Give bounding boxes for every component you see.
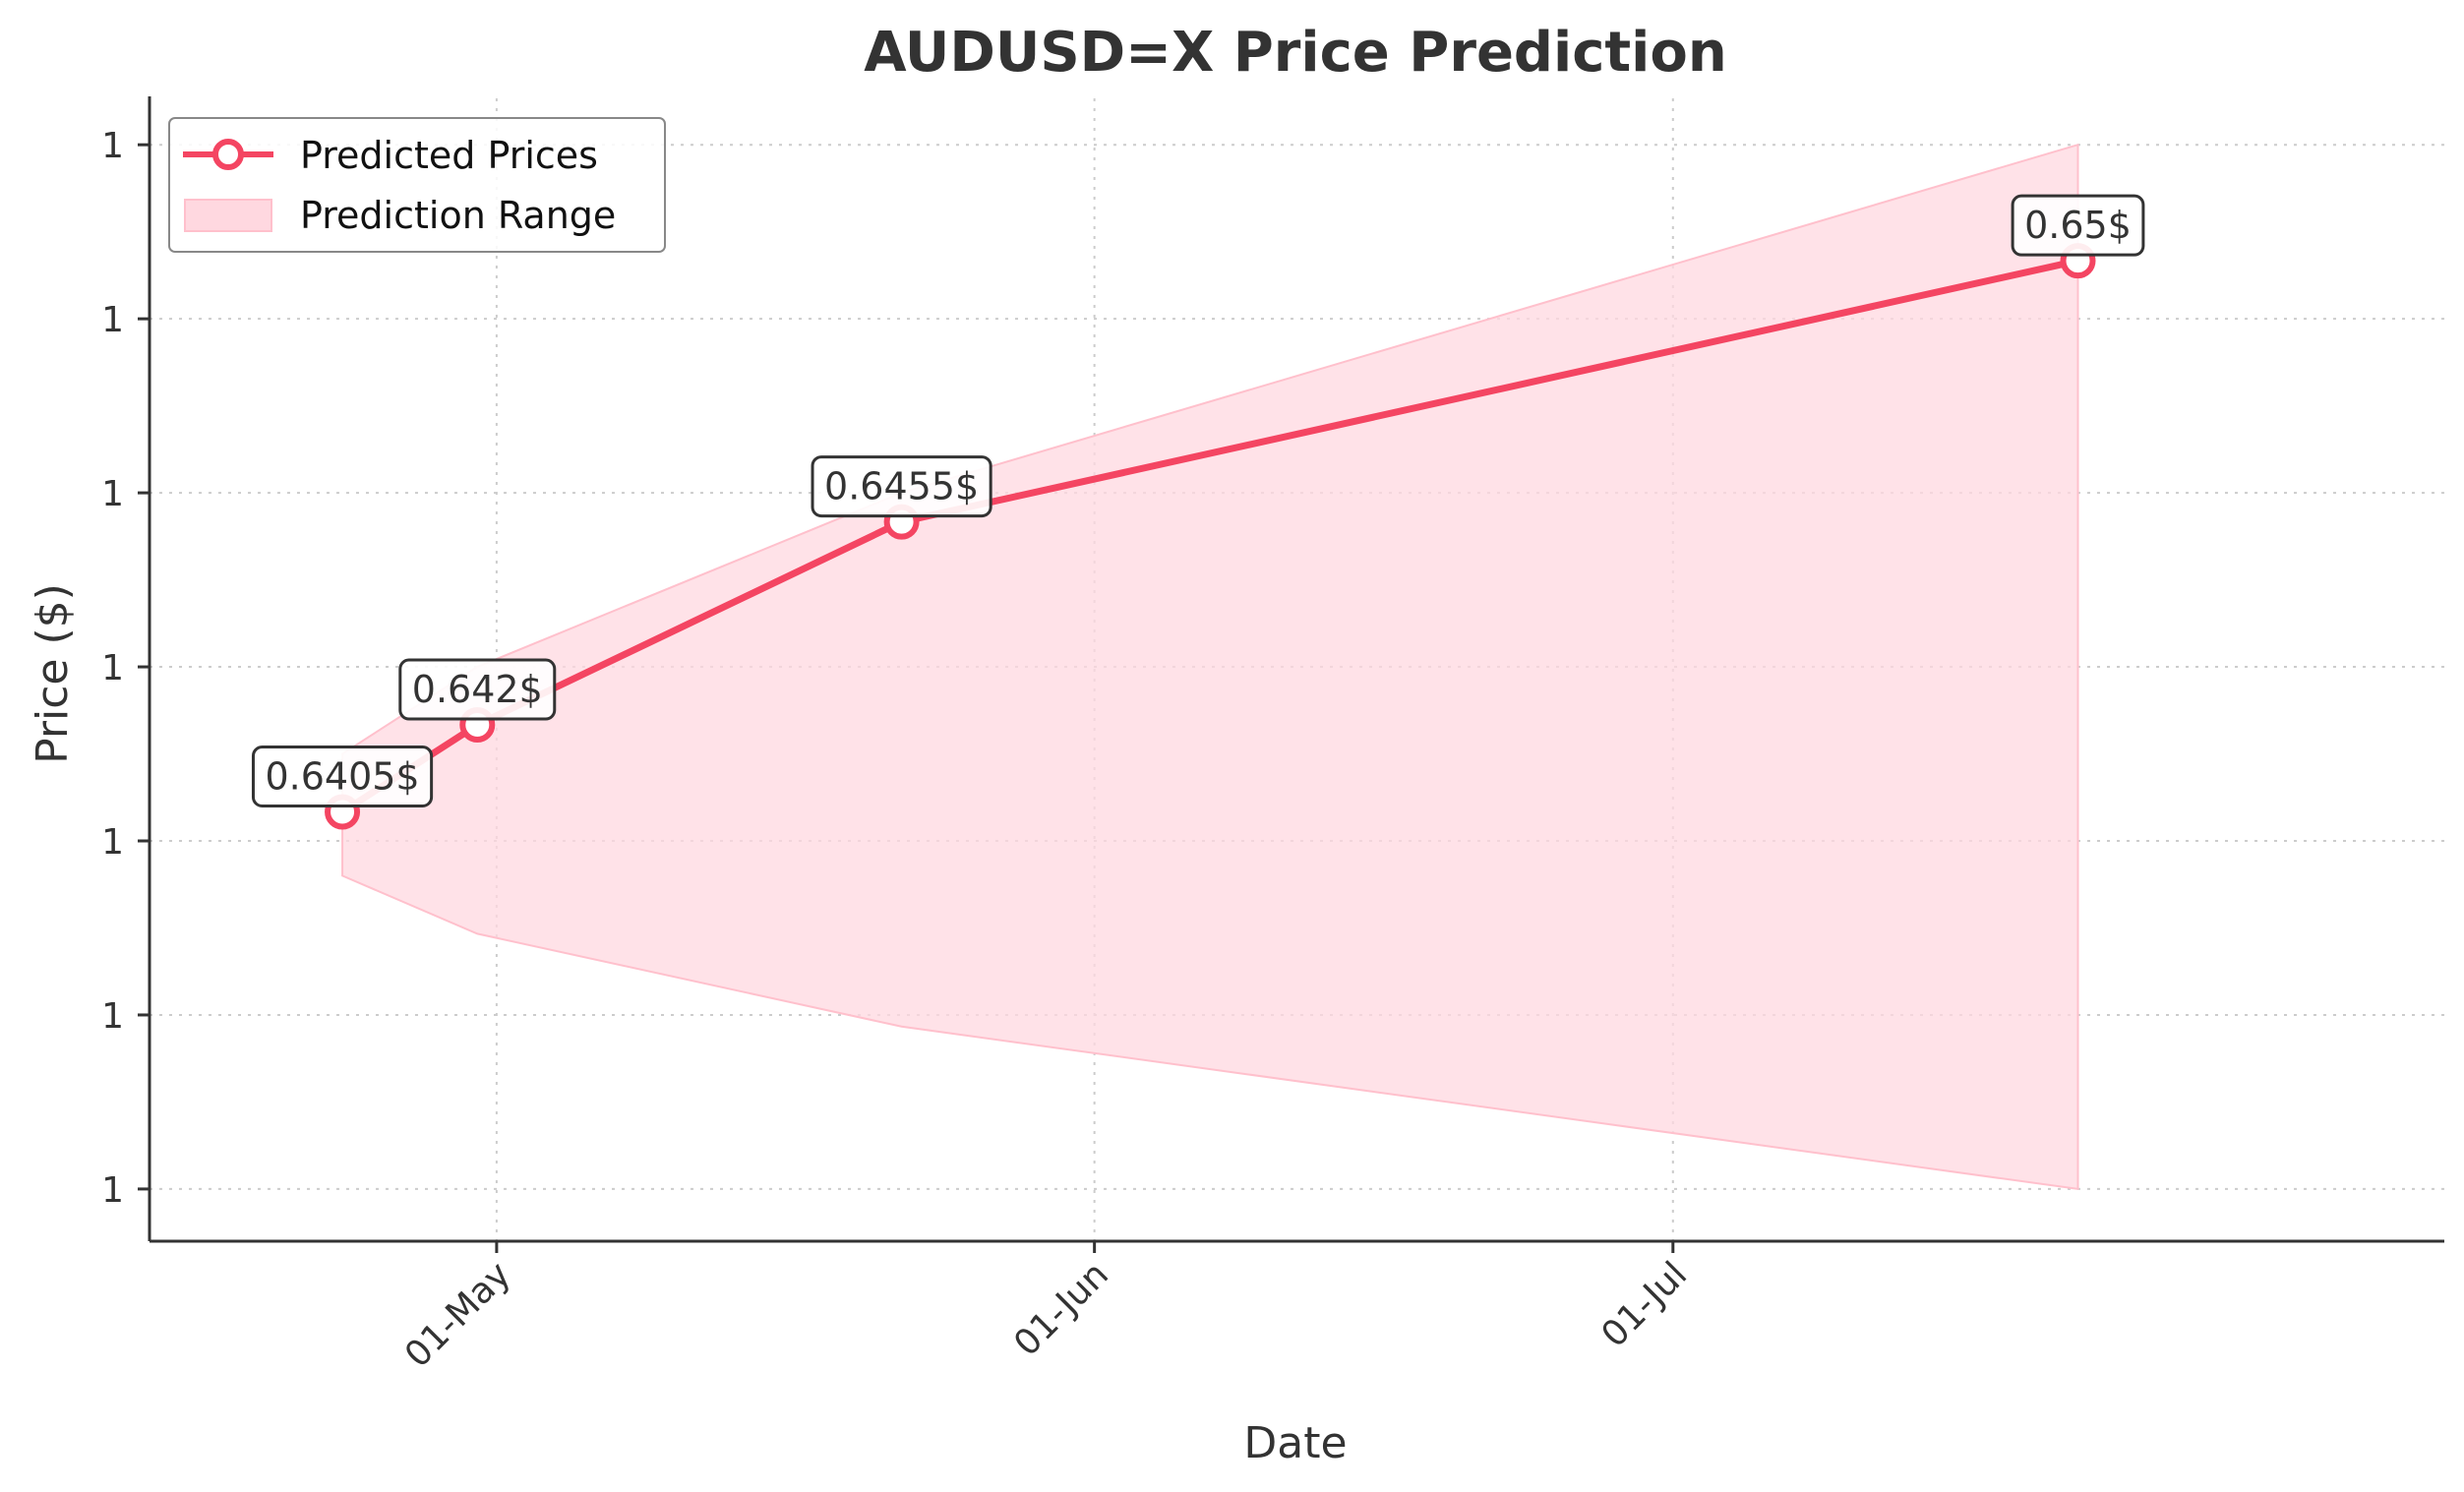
- y-tick-label-4: 1: [101, 474, 124, 514]
- axes: [138, 96, 2444, 1253]
- x-tick-label-0: 01-May: [397, 1254, 518, 1375]
- y-tick-label-6: 1: [101, 126, 124, 166]
- data-label-3: 0.65$: [2011, 194, 2145, 257]
- data-label-0: 0.6405$: [251, 746, 434, 808]
- y-tick-label-2: 1: [101, 822, 124, 863]
- legend-entry-predicted: Predicted Prices: [300, 134, 598, 177]
- data-label-text-3: 0.65$: [2024, 204, 2132, 247]
- prediction-range-band: [341, 143, 2079, 1191]
- data-label-box-0: [251, 746, 434, 808]
- prediction-range-layer: [341, 143, 2079, 1191]
- data-label-text-2: 0.6455$: [824, 465, 979, 508]
- legend-box: [168, 117, 666, 253]
- data-label-box-1: [398, 658, 557, 721]
- data-label-2: 0.6455$: [811, 455, 992, 518]
- legend-entry-range: Prediction Range: [300, 194, 616, 237]
- x-tick-label-2: 01-Jul: [1593, 1254, 1695, 1355]
- legend: Predicted Prices Prediction Range: [168, 117, 666, 253]
- y-tick-label-1: 1: [101, 996, 124, 1037]
- data-label-1: 0.642$: [398, 658, 557, 721]
- chart-title: AUDUSD=X Price Prediction: [864, 21, 1726, 85]
- y-tick-label-3: 1: [101, 648, 124, 688]
- x-tick-label-1: 01-Jun: [1006, 1254, 1116, 1364]
- legend-marker-icon: [212, 139, 244, 170]
- y-tick-label-5: 1: [101, 300, 124, 340]
- data-label-text-0: 0.6405$: [265, 755, 419, 799]
- legend-range-swatch: [184, 199, 272, 232]
- data-label-box-2: [811, 455, 992, 518]
- data-labels-layer: 0.6405$ 0.642$ 0.6455$ 0.65$: [251, 194, 2145, 808]
- x-axis-label: Date: [1243, 1418, 1347, 1468]
- y-tick-label-0: 1: [101, 1170, 124, 1211]
- data-label-text-1: 0.642$: [412, 668, 543, 711]
- y-axis-label: Price ($): [28, 583, 78, 764]
- data-label-box-3: [2011, 194, 2145, 257]
